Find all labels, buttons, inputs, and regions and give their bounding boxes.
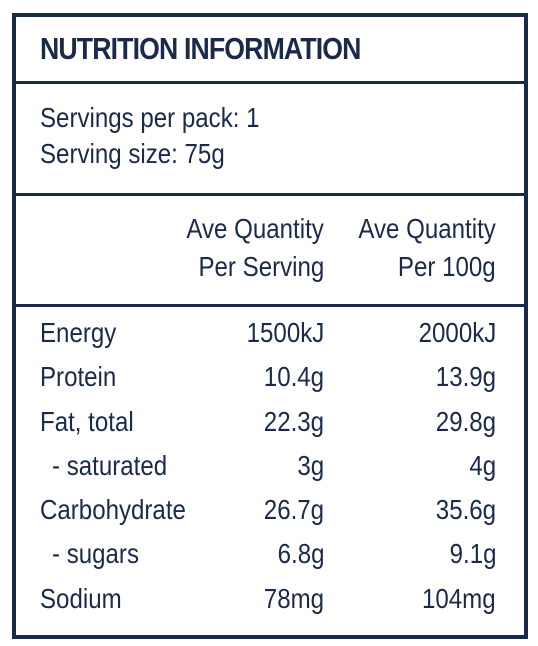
value-per-serving: 10.4g: [263, 361, 324, 393]
value-per-serving: 22.3g: [263, 405, 324, 437]
value-per-100g: 104mg: [422, 582, 496, 614]
nutrient-name: Fat, total: [40, 405, 134, 437]
value-per-serving: 1500kJ: [246, 317, 324, 348]
nutrition-panel: NUTRITION INFORMATION Servings per pack:…: [12, 13, 528, 639]
value-per-serving: 78mg: [263, 582, 324, 614]
value-per-100g: 4g: [469, 449, 496, 481]
table-row: Sodium 78mg 104mg: [16, 577, 524, 621]
header-per-serving: Ave Quantity Per Serving: [164, 210, 324, 286]
table-row: - sugars 6.8g 9.1g: [16, 532, 524, 576]
value-per-100g: 9.1g: [449, 538, 496, 570]
nutrient-name: Protein: [40, 361, 117, 393]
value-per-100g: 29.8g: [435, 405, 496, 437]
value-per-100g: 2000kJ: [418, 317, 496, 348]
nutrient-name: - sugars: [52, 538, 139, 570]
servings-section: Servings per pack: 1 Serving size: 75g: [16, 84, 524, 196]
nutrient-name: Carbohydrate: [40, 494, 186, 526]
table-row: Fat, total 22.3g 29.8g: [16, 400, 524, 444]
table-row: - saturated 3g 4g: [16, 444, 524, 488]
column-headers: Ave Quantity Per Serving Ave Quantity Pe…: [16, 196, 524, 307]
title-text: NUTRITION INFORMATION: [40, 31, 361, 66]
value-per-serving: 3g: [297, 449, 324, 481]
serving-size: Serving size: 75g: [40, 138, 225, 169]
header-per-100g: Ave Quantity Per 100g: [336, 210, 496, 286]
header-per-100g-line2: Per 100g: [398, 251, 496, 282]
nutrient-name: Energy: [40, 317, 117, 348]
value-per-serving: 6.8g: [277, 538, 324, 570]
table-row: Energy 1500kJ 2000kJ: [16, 311, 524, 355]
nutrient-rows: Energy 1500kJ 2000kJ Protein 10.4g 13.9g…: [16, 311, 524, 621]
header-per-serving-line1: Ave Quantity: [186, 213, 324, 244]
table-row: Protein 10.4g 13.9g: [16, 355, 524, 399]
nutrient-name: Sodium: [40, 582, 122, 614]
panel-title: NUTRITION INFORMATION: [16, 17, 524, 84]
header-per-serving-line2: Per Serving: [198, 251, 324, 282]
value-per-serving: 26.7g: [263, 494, 324, 526]
value-per-100g: 13.9g: [435, 361, 496, 393]
value-per-100g: 35.6g: [435, 494, 496, 526]
header-per-100g-line1: Ave Quantity: [358, 213, 496, 244]
table-row: Carbohydrate 26.7g 35.6g: [16, 488, 524, 532]
nutrient-name: - saturated: [52, 449, 168, 481]
servings-per-pack: Servings per pack: 1: [40, 102, 260, 133]
